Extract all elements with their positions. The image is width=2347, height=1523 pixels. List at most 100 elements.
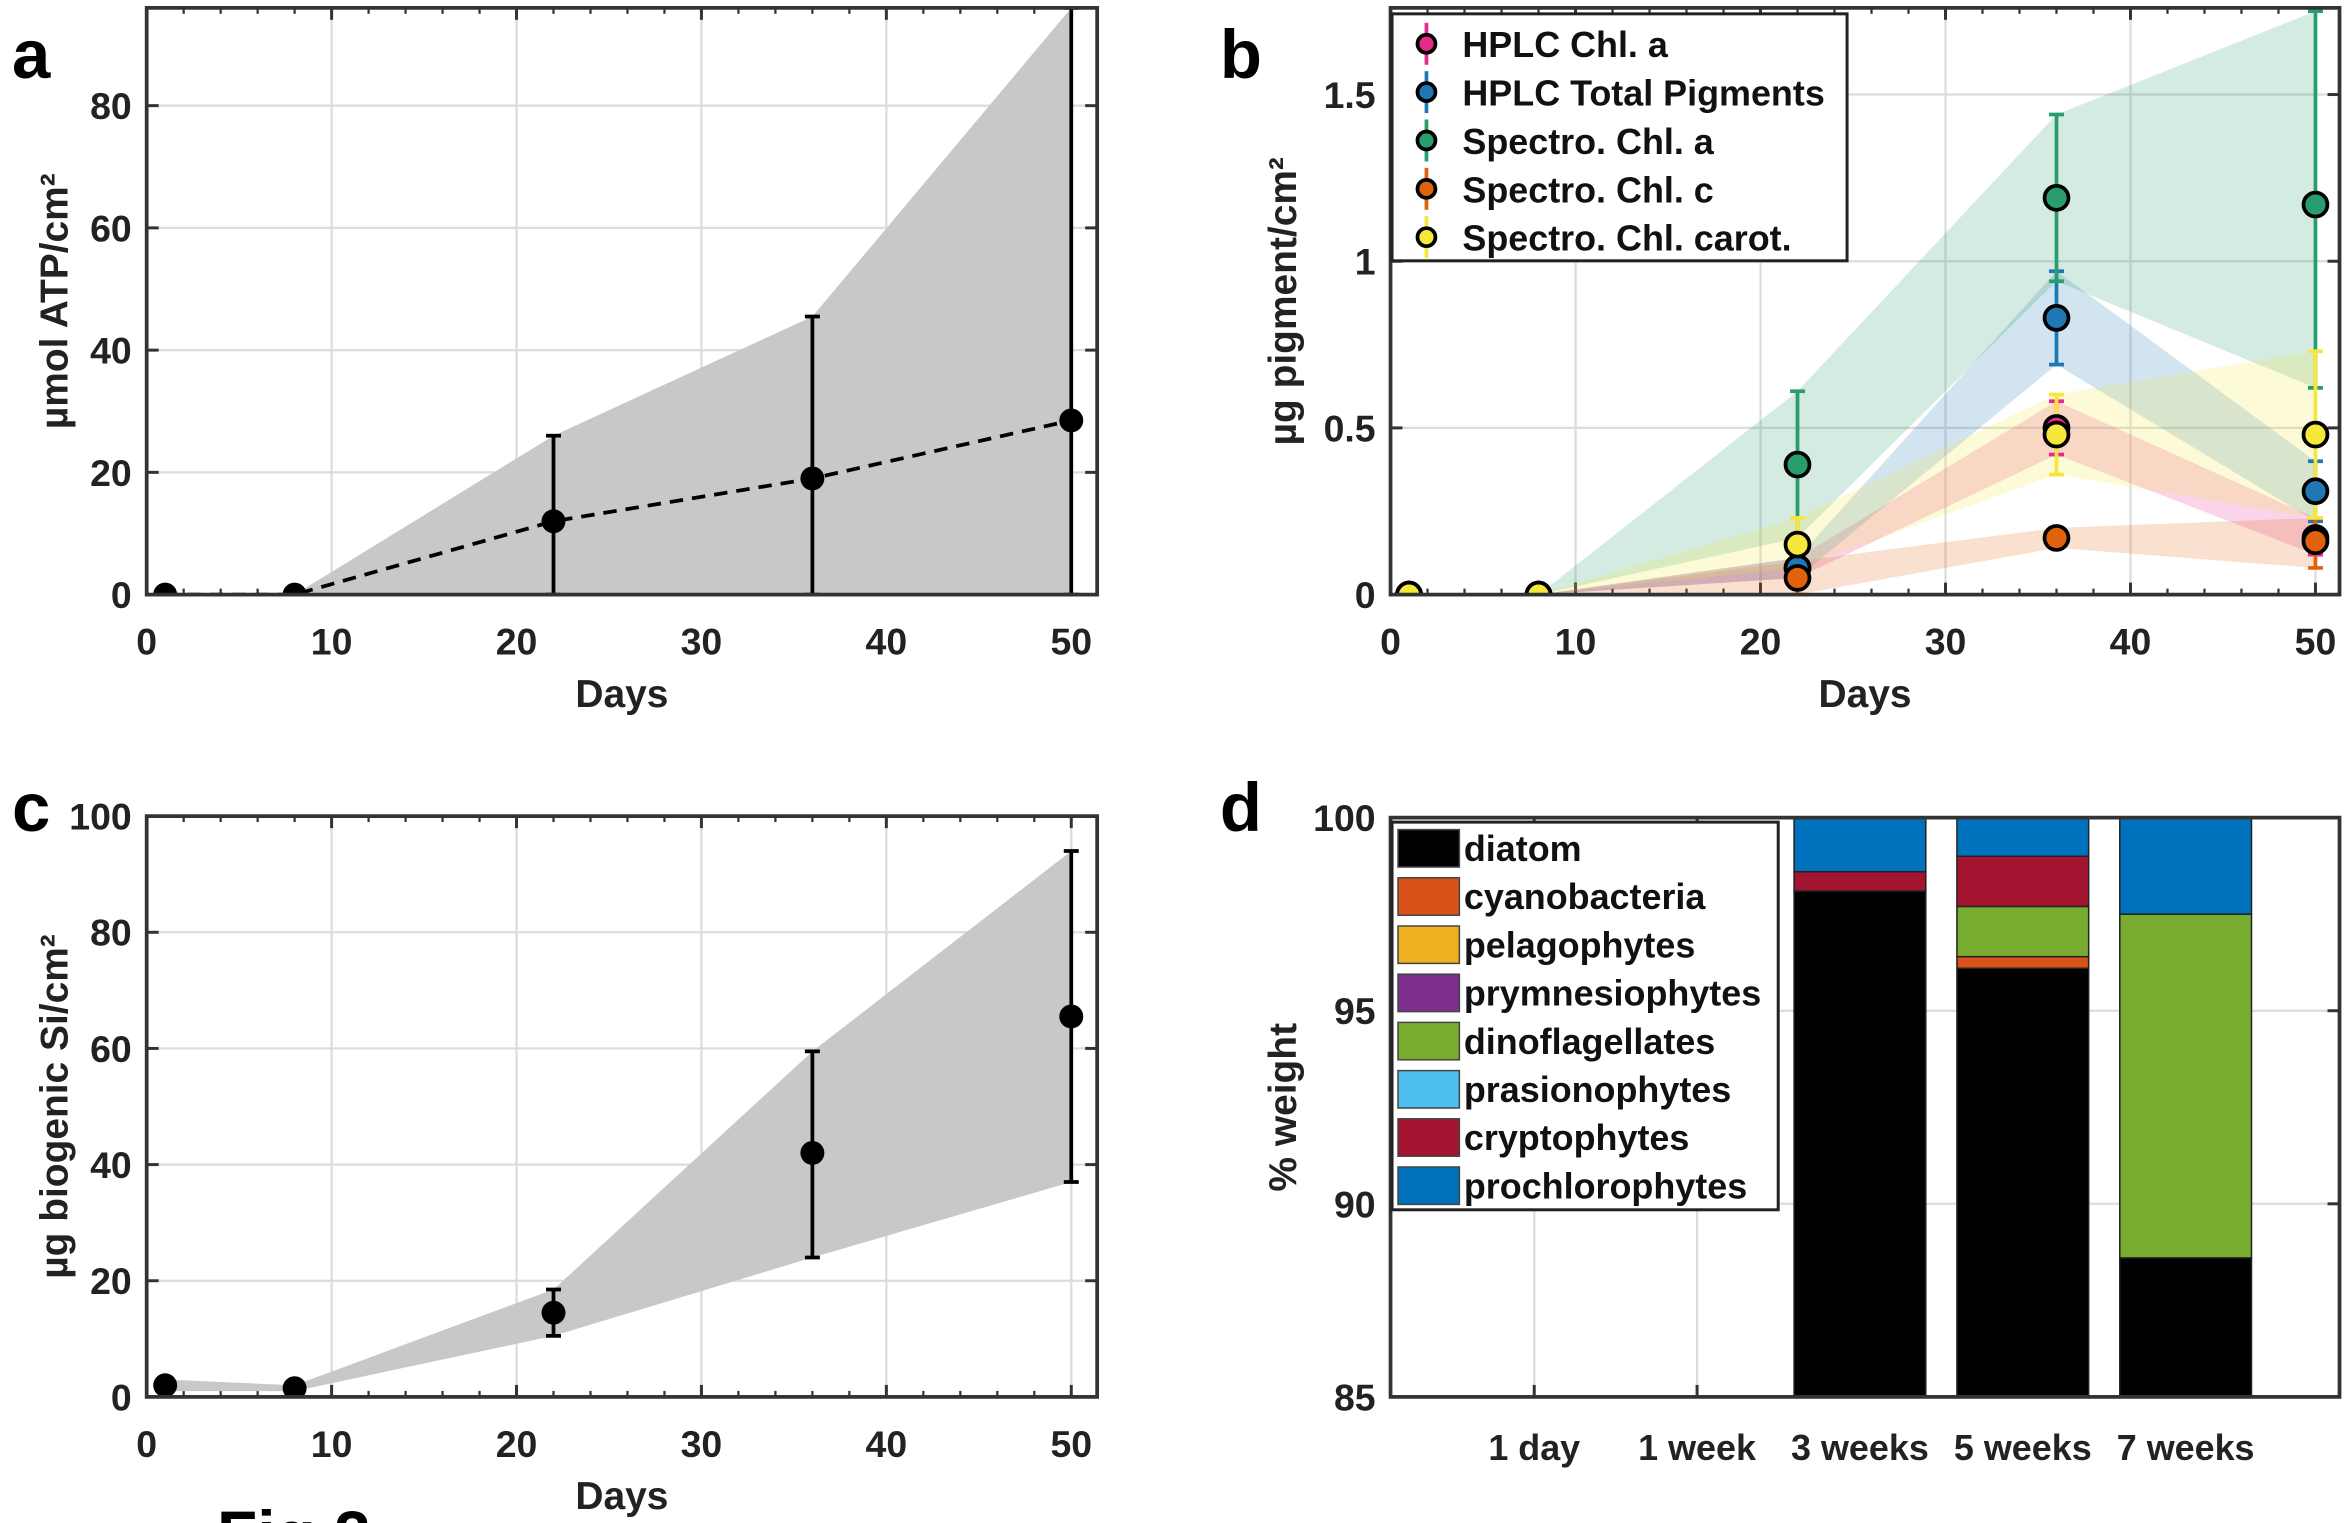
x-tick-label: 10 xyxy=(1555,620,1597,662)
x-tick-label: 30 xyxy=(681,1423,723,1465)
data-point xyxy=(2301,527,2330,556)
legend-label: prasionophytes xyxy=(1464,1069,1731,1110)
error-band xyxy=(165,7,1072,595)
legend-swatch xyxy=(1397,1069,1461,1109)
y-tick-label: 85 xyxy=(1334,1376,1376,1418)
data-point xyxy=(1524,580,1553,595)
x-tick-label: 40 xyxy=(2110,620,2152,662)
x-tick-label: 20 xyxy=(1740,620,1782,662)
x-tick-label: 50 xyxy=(2295,620,2337,662)
x-axis-label: Days xyxy=(575,1475,668,1518)
error-band xyxy=(1409,401,2316,595)
legend-swatch xyxy=(1397,1118,1461,1157)
error-band xyxy=(1409,517,2316,595)
bar-segment-cyanobacteria xyxy=(1956,955,2090,969)
data-point xyxy=(2042,420,2071,449)
legend-swatch xyxy=(1397,1021,1461,1061)
panel-letter: a xyxy=(12,16,51,93)
x-tick-label: 0 xyxy=(136,1423,157,1465)
legend-label: cryptophytes xyxy=(1464,1117,1689,1158)
panel-a: 0 20 40 60 80 0 10 20 30 40 50 a Days µmol ATP/cm² xyxy=(12,5,1100,716)
legend-box xyxy=(1390,12,1849,263)
y-tick-label: 95 xyxy=(1334,990,1376,1032)
x-tick-label: 5 weeks xyxy=(1954,1427,2092,1468)
data-point xyxy=(1783,450,1812,479)
data-point xyxy=(800,1141,825,1165)
y-tick-label: 80 xyxy=(90,912,132,954)
axes-frame xyxy=(144,814,1100,1399)
data-point xyxy=(282,1376,307,1397)
legend-swatch xyxy=(1397,925,1461,965)
legend-label: prymnesiophytes xyxy=(1464,973,1761,1014)
y-tick-label: 40 xyxy=(90,330,132,372)
panel-d: 85 90 95 100 1 day 1 week 3 weeks 5 weeks 7 week… xyxy=(1220,769,2342,1468)
plot-marks xyxy=(1395,9,2330,595)
y-tick-label: 0.5 xyxy=(1324,407,1376,449)
plot-marks xyxy=(1793,817,2253,1397)
axes-frame xyxy=(1388,5,2342,597)
x-tick-label: 3 weeks xyxy=(1791,1427,1929,1468)
data-point xyxy=(2301,477,2330,506)
data-point xyxy=(541,509,566,534)
legend-label: diatom xyxy=(1464,828,1582,869)
legend-label: cyanobacteria xyxy=(1464,876,1707,917)
y-axis-label: µmol ATP/cm² xyxy=(33,173,76,429)
error-band xyxy=(165,850,1072,1392)
legend-label: dinoflagellates xyxy=(1464,1021,1715,1062)
x-tick-label: 10 xyxy=(311,620,353,662)
legend-label: HPLC Chl. a xyxy=(1462,24,1669,65)
axes-frame xyxy=(144,5,1100,597)
panel-b: 0 0.5 1 1.5 0 10 20 30 40 50 b Days µg pigment/cm² HP… xyxy=(1220,5,2342,716)
legend-marker xyxy=(1415,81,1438,103)
x-tick-label: 30 xyxy=(1925,620,1967,662)
x-tick-label: 40 xyxy=(866,620,908,662)
legend-label: HPLC Total Pigments xyxy=(1462,73,1824,114)
data-point xyxy=(1783,564,1812,592)
x-tick-label: 0 xyxy=(1380,620,1401,662)
data-point xyxy=(153,1373,178,1397)
x-tick-label: 1 day xyxy=(1488,1427,1580,1468)
data-point xyxy=(2301,190,2330,219)
error-band xyxy=(1409,11,2316,595)
y-tick-label: 20 xyxy=(90,1260,132,1302)
bar-segment-diatom xyxy=(2119,1257,2253,1397)
legend: diatom cyanobacteria pelagophytes prymnesio… xyxy=(1390,820,1780,1212)
data-point xyxy=(2042,184,2071,212)
x-tick-label: 0 xyxy=(136,620,157,662)
plot-marks xyxy=(153,849,1084,1397)
y-tick-label: 90 xyxy=(1334,1183,1376,1225)
x-tick-label: 1 week xyxy=(1638,1427,1756,1468)
x-tick-label: 20 xyxy=(496,1423,538,1465)
data-point xyxy=(541,1300,566,1325)
y-tick-label: 60 xyxy=(90,207,132,249)
y-tick-label: 80 xyxy=(90,85,132,127)
data-point xyxy=(2301,420,2330,449)
series-line xyxy=(165,418,1072,595)
bar-segment-prochlorophytes xyxy=(2119,817,2253,915)
x-tick-label: 50 xyxy=(1050,1423,1092,1465)
y-axis-label: µg pigment/cm² xyxy=(1262,157,1305,445)
data-point xyxy=(282,582,307,595)
figure-caption-fragment: Fig 2 xyxy=(217,1497,371,1523)
legend-swatch xyxy=(1397,828,1461,868)
y-tick-label: 0 xyxy=(1355,574,1376,616)
bar-segment-dinoflagellates xyxy=(2119,913,2253,1259)
legend-marker xyxy=(1415,226,1438,249)
legend-label: pelagophytes xyxy=(1464,924,1695,965)
x-tick-label: 7 weeks xyxy=(2117,1427,2255,1468)
y-tick-label: 1.5 xyxy=(1324,74,1376,116)
panel-letter: c xyxy=(12,769,50,846)
bar-segment-cryptophytes xyxy=(1956,855,2090,908)
bar-segment-prochlorophytes xyxy=(1793,817,1927,873)
y-axis-label: µg biogenic Si/cm² xyxy=(33,934,76,1279)
x-tick-label: 40 xyxy=(866,1423,908,1465)
y-tick-label: 40 xyxy=(90,1144,132,1186)
legend-label: prochlorophytes xyxy=(1464,1165,1747,1206)
y-tick-label: 100 xyxy=(69,796,131,838)
data-point xyxy=(2042,524,2071,552)
bar-segment-prochlorophytes xyxy=(1956,817,2090,857)
y-axis-label: % weight xyxy=(1262,1023,1305,1192)
data-point xyxy=(1059,408,1084,433)
y-tick-label: 0 xyxy=(111,574,132,616)
